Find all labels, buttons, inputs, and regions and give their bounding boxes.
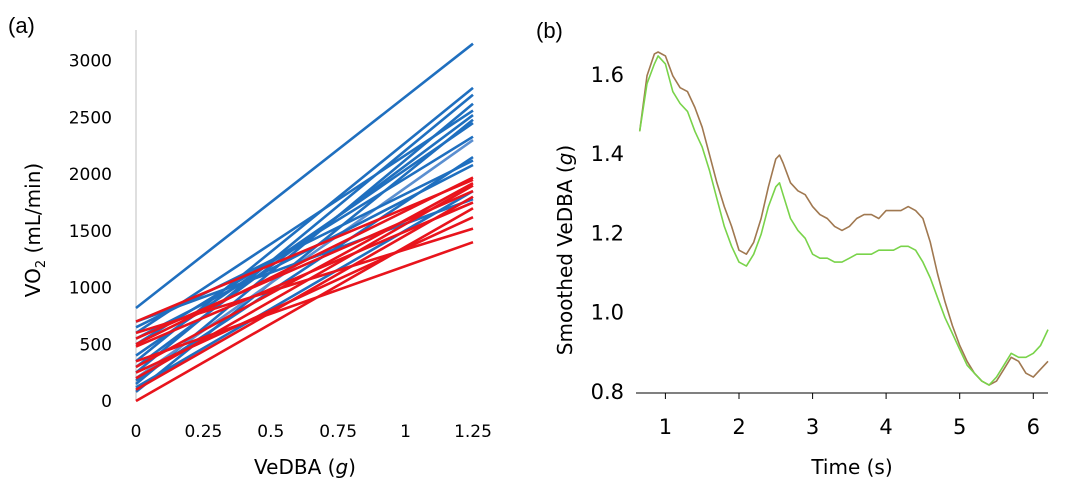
panel-b-x-axis-label: Time (s) [810,455,892,479]
panel-b-x-tick-label: 5 [953,415,966,439]
panel-a-series-line-24 [135,216,474,374]
panel-a-series-line-3 [135,93,474,374]
panel-b-y-tick-label: 1.0 [591,301,624,325]
panel-a-series-line-26 [135,240,474,363]
panel-a-y-tick-label: 1000 [69,279,112,299]
panel-b-y-tick-label: 1.6 [591,63,624,87]
panel-a-series-line-7 [135,118,474,393]
panel-a-series-line-25 [135,227,474,335]
panel-a-label: (a) [8,13,35,38]
panel-a-x-tick-labels: 0 0.25 0.5 0.75 1 1.25 [131,422,492,442]
panel-a-series-line-5 [135,109,474,334]
panel-a-series-line-22 [135,201,474,348]
panel-a-y-tick-label: 500 [80,335,112,355]
panel-a: (a) 0 500 1000 1500 2000 2500 3000 0 0.25 0.5 0.7… [8,13,492,479]
panel-b-series-line-1 [638,51,1049,386]
panel-b-y-tick-label: 1.2 [591,221,624,245]
panel-b-y-tick-labels: 0.8 1.0 1.2 1.4 1.6 [591,63,624,404]
panel-a-y-tick-label: 3000 [69,52,112,72]
panel-a-y-axis-label: VO2 (mL/min) [21,163,49,297]
panel-a-y-tick-labels: 0 500 1000 1500 2000 2500 3000 [69,52,112,412]
panel-b-y-axis-label: Smoothed VeDBA (g) [553,145,577,355]
panel-b-x-tick-label: 2 [732,415,745,439]
panel-b-x-tick-label: 6 [1027,415,1040,439]
panel-a-series-line-1 [135,42,474,310]
panel-a-series-line-12 [135,159,474,329]
panel-b: (b) 0.8 1.0 1.2 1.4 1.6 1 2 3 4 5 6 Time (s) Smoo… [536,18,1049,479]
panel-b-series-group [638,51,1049,386]
panel-a-series-line-20 [135,189,474,340]
panel-a-series-line-16 [135,178,474,323]
panel-b-x-tick-label: 1 [659,415,672,439]
panel-a-x-axis-label: VeDBA (g) [254,455,356,479]
panel-a-x-tick-label: 0.75 [319,422,357,442]
panel-b-x-tick-labels: 1 2 3 4 5 6 [659,415,1040,439]
panel-a-y-tick-label: 1500 [69,222,112,242]
panel-a-x-tick-label: 0.25 [184,422,222,442]
panel-b-x-tick-label: 3 [806,415,819,439]
panel-a-x-tick-label: 1 [400,422,411,442]
panel-a-series-line-23 [135,207,474,403]
panel-a-x-tick-label: 0.5 [257,422,284,442]
panel-b-x-tick-label: 4 [879,415,892,439]
panel-a-x-tick-label: 0 [131,422,142,442]
panel-a-y-tick-label: 2500 [69,108,112,128]
panel-a-y-tick-label: 0 [101,392,112,412]
panel-b-label: (b) [536,18,563,43]
panel-a-y-tick-label: 2000 [69,165,112,185]
panel-b-y-tick-label: 0.8 [591,380,624,404]
panel-b-series-line-2 [638,55,1049,386]
panel-a-x-tick-label: 1.25 [454,422,492,442]
panel-a-series-line-14 [135,189,474,389]
panel-a-series-group [135,42,474,403]
panel-b-y-tick-label: 1.4 [591,142,624,166]
panel-b-x-tick-marks [664,393,1034,399]
panel-a-series-line-21 [135,195,474,391]
